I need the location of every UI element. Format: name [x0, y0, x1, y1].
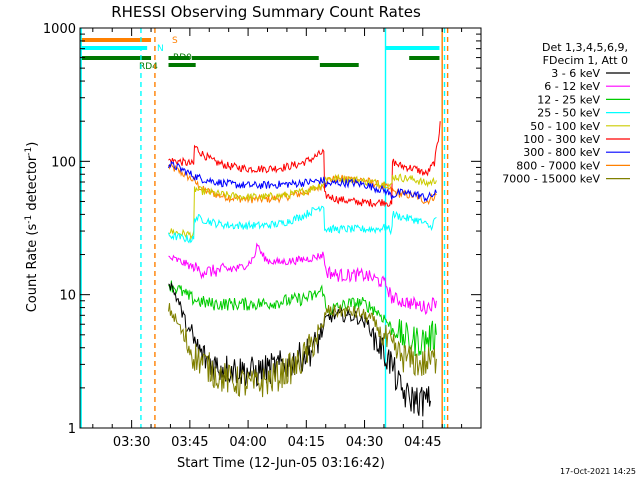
flag-label-n: N [157, 44, 164, 54]
x-tick-label: 04:15 [288, 435, 325, 450]
series-line-25to50keV [168, 205, 437, 244]
x-axis-label: Start Time (12-Jun-05 03:16:42) [177, 456, 385, 471]
legend-label: 100 - 300 keV [523, 133, 600, 146]
flag-label-s: S [172, 36, 178, 46]
y-axis-label-sup: -1 [24, 215, 34, 224]
x-tick-label: 03:30 [113, 435, 150, 450]
series-line-100to300keV [168, 121, 441, 208]
series-line-12to25keV [168, 280, 437, 357]
y-axis-label-end: ) [25, 142, 40, 147]
y-tick-label: 1000 [43, 22, 76, 37]
y-tick-label: 1 [68, 422, 76, 437]
legend-header-2: FDecim 1, Att 0 [543, 54, 628, 67]
legend-label: 300 - 800 keV [523, 146, 600, 159]
series-line-300to800keV [168, 160, 437, 203]
y-tick-label: 10 [59, 289, 76, 304]
series-layer [168, 121, 441, 417]
vline-layer [80, 28, 449, 428]
y-axis-label: Count Rate (s-1 detector-1) [24, 142, 40, 313]
legend-label: 12 - 25 keV [537, 93, 600, 106]
timestamp: 17-Oct-2021 14:25 [560, 467, 636, 476]
legend-label: 6 - 12 keV [544, 80, 600, 93]
axes-layer: 03:30 03:45 04:00 04:15 04:30 04:45 1 10 100 1000 [43, 22, 481, 450]
chart-title: RHESSI Observing Summary Count Rates [111, 3, 421, 21]
flag-label-rd0: RD0 [173, 53, 192, 63]
series-line-7000to15000keV [168, 303, 437, 398]
y-axis-label-sup-2: -1 [24, 147, 34, 156]
legend: Det 1,3,4,5,6,9, FDecim 1, Att 0 3 - 6 k… [502, 41, 630, 186]
series-line-3to6keV [168, 281, 431, 417]
legend-header-1: Det 1,3,4,5,6,9, [542, 41, 628, 54]
y-tick-label: 100 [51, 155, 76, 170]
legend-label: 3 - 6 keV [551, 67, 600, 80]
x-tick-label: 04:00 [229, 435, 266, 450]
y-axis-label-prefix: Count Rate (s [25, 224, 40, 313]
flag-label-rd4: RD4 [139, 62, 158, 72]
legend-label: 25 - 50 keV [537, 107, 600, 120]
flag-layer: SN RD0 RD4 [80, 36, 440, 72]
y-axis-label-suffix: detector [25, 155, 40, 215]
legend-label: 50 - 100 keV [530, 120, 600, 133]
x-tick-label: 03:45 [171, 435, 208, 450]
legend-label: 7000 - 15000 keV [502, 173, 600, 186]
legend-label: 800 - 7000 keV [516, 159, 600, 172]
x-tick-label: 04:45 [404, 435, 441, 450]
series-line-6to12keV [168, 242, 437, 315]
x-tick-label: 04:30 [346, 435, 383, 450]
series-line-50to100keV [168, 173, 437, 241]
plot-frame [79, 27, 482, 429]
